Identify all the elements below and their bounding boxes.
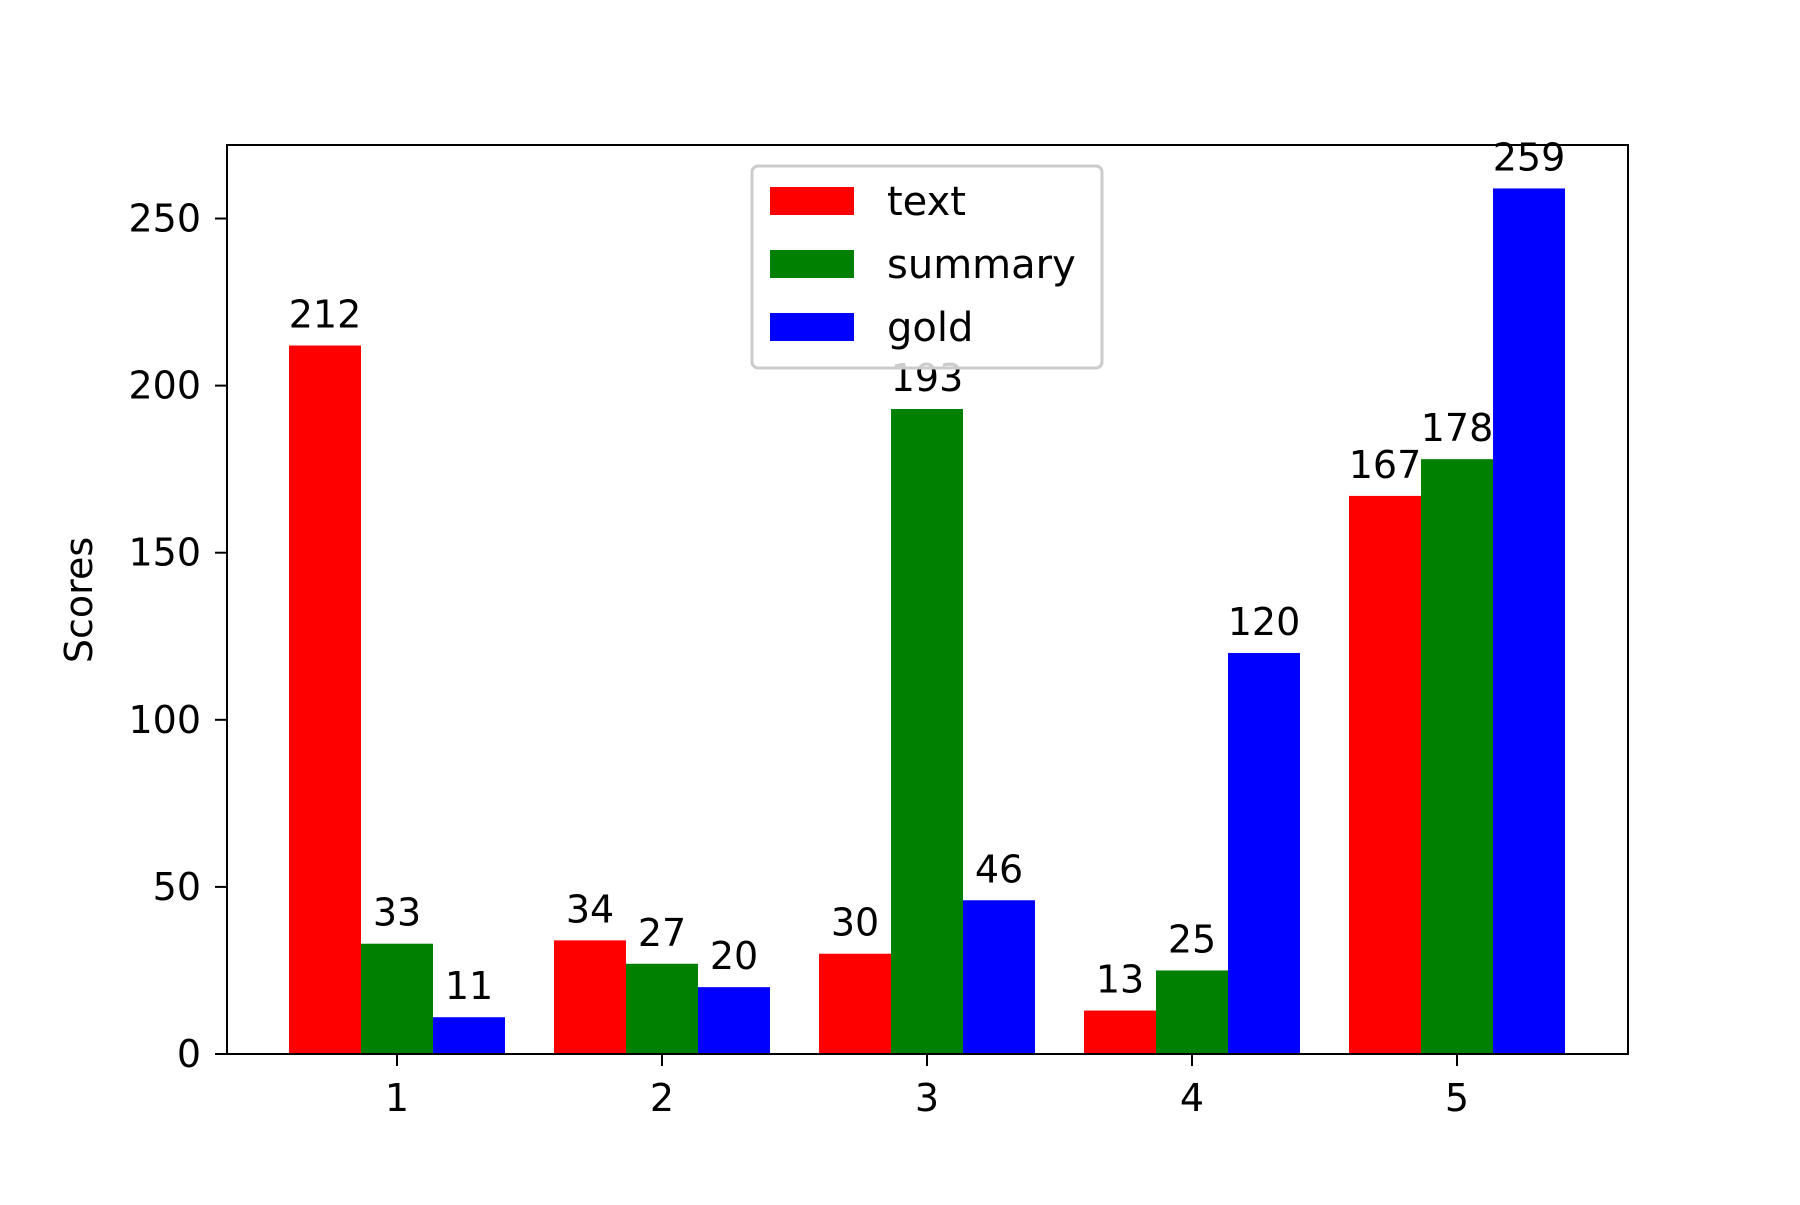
data-label-text-2: 34 (566, 887, 614, 931)
x-tick-label-1: 1 (385, 1076, 409, 1120)
x-axis: 1 2 3 4 5 (385, 1054, 1469, 1120)
y-tick-label-50: 50 (153, 865, 201, 909)
bar-gold-4 (1228, 652, 1300, 1054)
bar-text-5 (1349, 495, 1421, 1054)
bar-summary-2 (626, 963, 698, 1054)
bar-text-1 (289, 345, 361, 1054)
bar-summary-1 (361, 943, 433, 1054)
legend-label-gold: gold (887, 305, 973, 351)
data-label-gold-3: 46 (975, 847, 1023, 891)
bar-text-3 (819, 953, 891, 1054)
legend-label-text: text (887, 179, 966, 225)
bar-gold-1 (433, 1017, 505, 1054)
data-label-summary-2: 27 (638, 911, 686, 955)
bar-summary-3 (891, 409, 963, 1055)
y-tick-label-200: 200 (128, 364, 201, 408)
bar-gold-2 (698, 987, 770, 1054)
data-label-summary-4: 25 (1168, 917, 1216, 961)
legend-label-summary: summary (887, 242, 1076, 288)
bar-text-4 (1084, 1010, 1156, 1054)
legend-swatch-text (770, 187, 854, 215)
y-axis: 0 50 100 150 200 250 (128, 197, 227, 1076)
bar-summary-4 (1156, 970, 1228, 1054)
data-label-text-4: 13 (1096, 958, 1144, 1002)
legend-swatch-summary (770, 250, 854, 278)
data-label-text-5: 167 (1349, 443, 1422, 487)
legend-swatch-gold (770, 313, 854, 341)
x-tick-label-4: 4 (1180, 1076, 1204, 1120)
legend: text summary gold (750, 164, 1104, 370)
bar-gold-3 (963, 900, 1035, 1054)
x-tick-label-2: 2 (650, 1076, 674, 1120)
x-tick-label-5: 5 (1445, 1076, 1469, 1120)
data-label-text-3: 30 (831, 901, 879, 945)
y-tick-label-250: 250 (128, 197, 201, 241)
data-label-gold-4: 120 (1228, 600, 1301, 644)
bar-summary-5 (1421, 459, 1493, 1054)
data-label-gold-1: 11 (445, 964, 493, 1008)
data-label-gold-5: 259 (1493, 135, 1566, 179)
x-tick-label-3: 3 (915, 1076, 939, 1120)
y-tick-label-100: 100 (128, 698, 201, 742)
bar-gold-5 (1493, 188, 1565, 1055)
data-label-text-1: 212 (289, 293, 362, 337)
bar-text-2 (554, 940, 626, 1054)
data-label-gold-2: 20 (710, 934, 758, 978)
data-label-summary-5: 178 (1421, 406, 1494, 450)
y-tick-label-150: 150 (128, 531, 201, 575)
data-label-summary-1: 33 (373, 891, 421, 935)
bars-layer (289, 188, 1565, 1055)
y-axis-label: Scores (57, 537, 101, 663)
y-tick-label-0: 0 (177, 1032, 201, 1076)
